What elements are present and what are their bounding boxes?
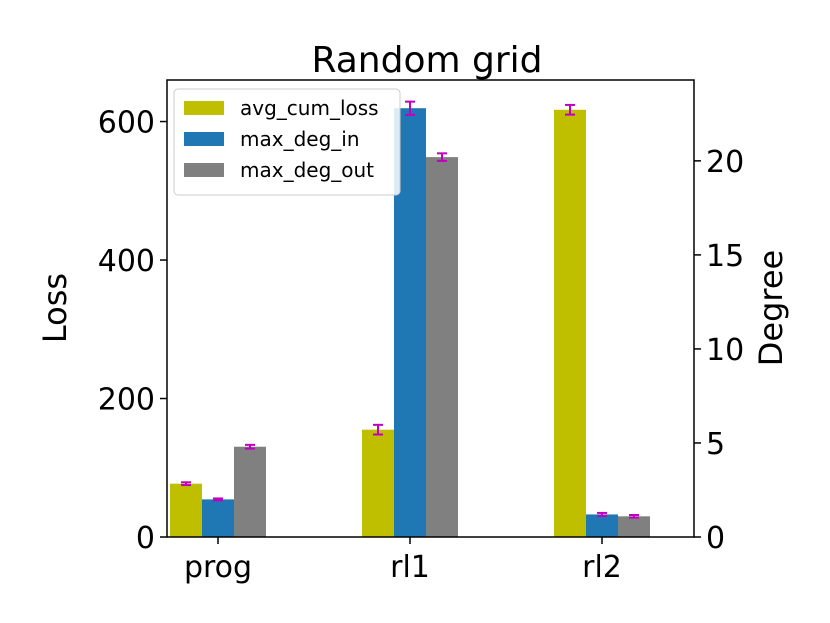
bar-avg_cum_loss-prog xyxy=(170,483,202,537)
x-tick-label-rl1: rl1 xyxy=(390,550,430,585)
legend-label-max_deg_in: max_deg_in xyxy=(240,127,360,151)
x-tick-label-rl2: rl2 xyxy=(582,550,622,585)
y-tick-label-left-400: 400 xyxy=(98,244,155,279)
y-tick-label-left-0: 0 xyxy=(136,521,155,556)
error-bars-layer xyxy=(181,100,639,519)
y-tick-label-right-5: 5 xyxy=(706,427,725,462)
legend: avg_cum_loss max_deg_in max_deg_out xyxy=(173,88,401,196)
bar-max_deg_out-rl2 xyxy=(618,516,650,537)
y-axis-title-left: Loss xyxy=(36,273,74,343)
right-axis: 0 5 10 15 20 xyxy=(694,145,744,556)
y-tick-label-right-10: 10 xyxy=(706,333,744,368)
bar-max_deg_out-prog xyxy=(234,446,266,537)
y-tick-label-left-600: 600 xyxy=(98,106,155,141)
plot-frame xyxy=(166,79,695,538)
bar-avg_cum_loss-rl2 xyxy=(554,109,586,538)
bar-max_deg_in-rl2 xyxy=(586,514,618,537)
bars-layer xyxy=(170,108,650,538)
legend-label-avg_cum_loss: avg_cum_loss xyxy=(240,96,379,120)
bar-max_deg_out-rl1 xyxy=(426,157,458,537)
x-axis: prog rl1 rl2 xyxy=(184,537,622,585)
legend-box xyxy=(173,88,401,196)
legend-label-max_deg_out: max_deg_out xyxy=(240,158,374,182)
y-tick-label-left-200: 200 xyxy=(98,383,155,418)
y-tick-label-right-15: 15 xyxy=(706,239,744,274)
legend-swatch-max_deg_out xyxy=(184,163,224,177)
y-tick-label-right-0: 0 xyxy=(706,521,725,556)
bar-avg_cum_loss-rl1 xyxy=(362,429,394,537)
legend-swatch-avg_cum_loss xyxy=(184,101,224,115)
left-axis: 0 200 400 600 xyxy=(98,106,167,556)
bar-max_deg_in-prog xyxy=(202,499,234,537)
legend-swatch-max_deg_in xyxy=(184,132,224,146)
y-axis-title-right: Degree xyxy=(752,250,790,366)
y-tick-label-right-20: 20 xyxy=(706,145,744,180)
x-tick-label-prog: prog xyxy=(184,550,252,585)
chart-title: Random grid xyxy=(312,40,543,81)
